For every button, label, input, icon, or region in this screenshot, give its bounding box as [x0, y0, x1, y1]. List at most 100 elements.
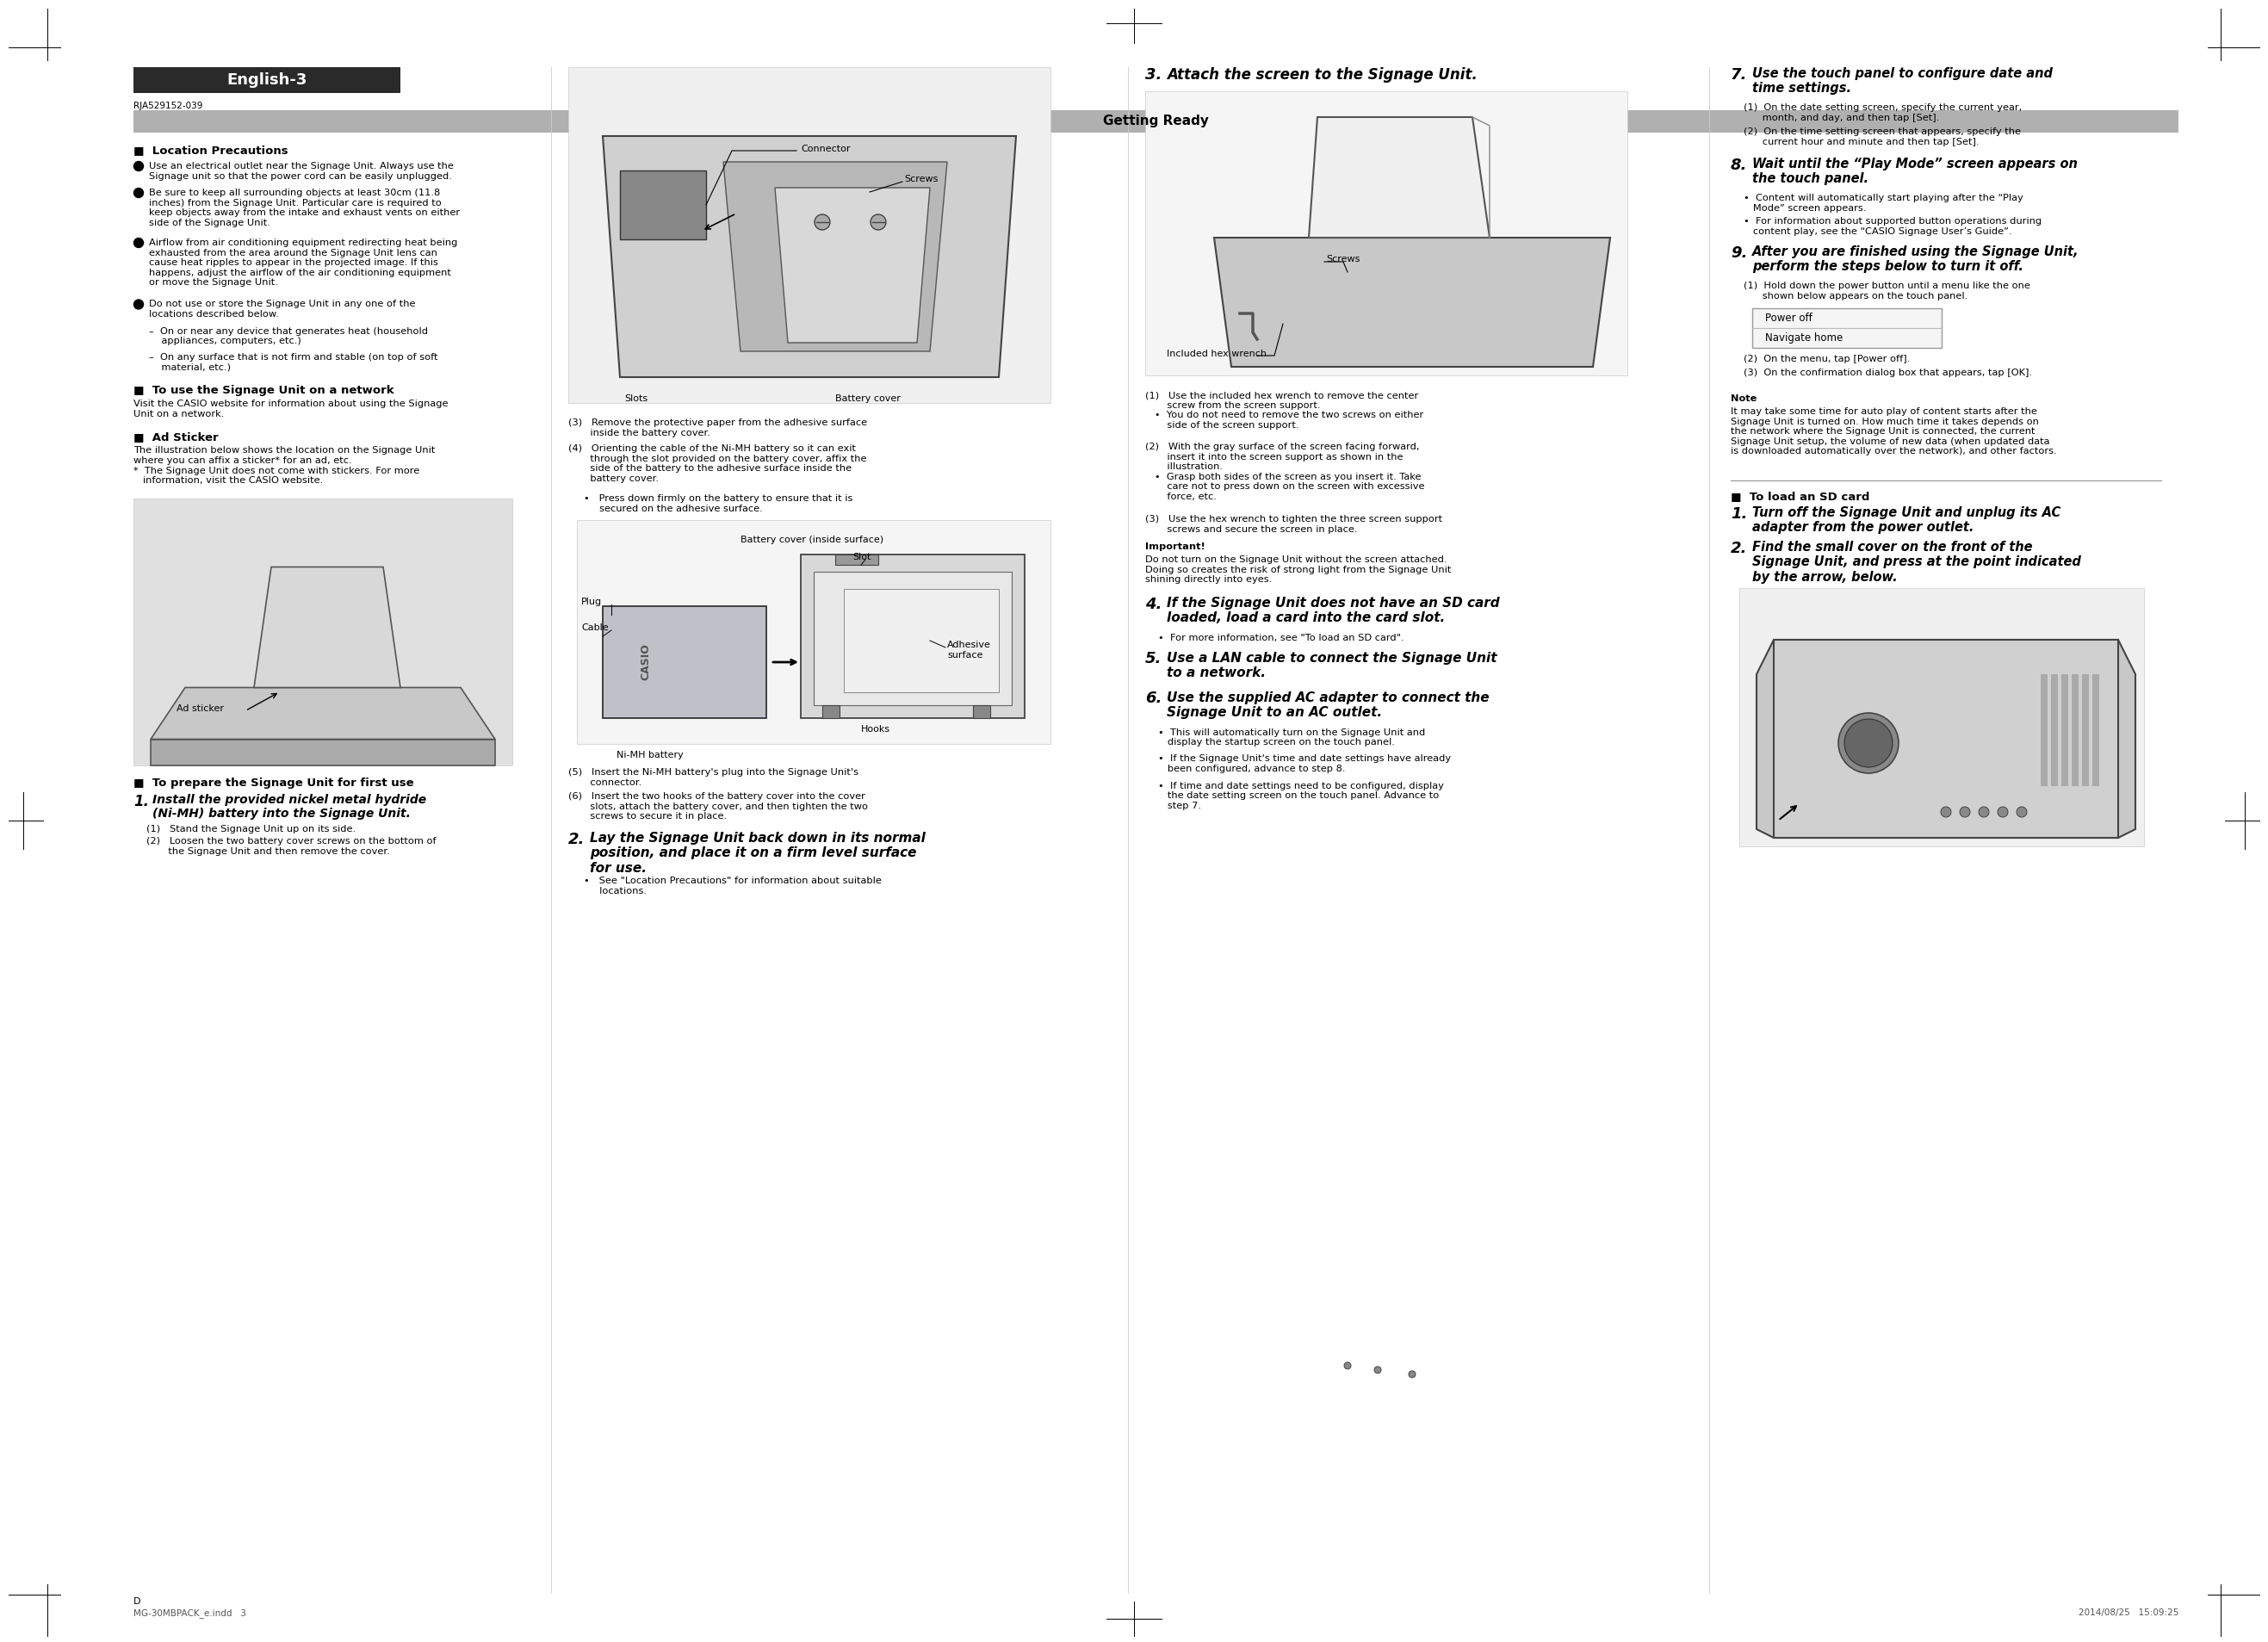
Text: Use a LAN cable to connect the Signage Unit
to a network.: Use a LAN cable to connect the Signage U…: [1166, 652, 1497, 680]
Bar: [835, 555, 878, 565]
Text: Screws: Screws: [905, 174, 939, 184]
Circle shape: [1844, 719, 1892, 767]
Text: (1)  Hold down the power button until a menu like the one
      shown below appe: (1) Hold down the power button until a m…: [1744, 281, 2030, 300]
Text: Battery cover (inside surface): Battery cover (inside surface): [739, 535, 885, 544]
Text: 7.: 7.: [1730, 67, 1746, 82]
Text: (1)   Use the included hex wrench to remove the center
       screw from the scr: (1) Use the included hex wrench to remov…: [1145, 391, 1424, 430]
Text: MG-30MBPACK_e.indd   3: MG-30MBPACK_e.indd 3: [134, 1609, 247, 1617]
Circle shape: [1839, 713, 1898, 773]
Text: ■  Ad Sticker: ■ Ad Sticker: [134, 432, 218, 443]
Polygon shape: [1213, 238, 1610, 366]
Text: (1)   Stand the Signage Unit up on its side.: (1) Stand the Signage Unit up on its sid…: [147, 824, 356, 832]
Text: 1.: 1.: [134, 793, 150, 810]
Circle shape: [871, 215, 887, 230]
Text: Ni-MH battery: Ni-MH battery: [617, 750, 683, 760]
Text: CASIO: CASIO: [640, 644, 651, 680]
Text: Find the small cover on the front of the
Signage Unit, and press at the point in: Find the small cover on the front of the…: [1753, 540, 2082, 583]
Circle shape: [1345, 1363, 1352, 1369]
Bar: [2071, 675, 2077, 787]
Text: •   Press down firmly on the battery to ensure that it is
     secured on the ad: • Press down firmly on the battery to en…: [583, 494, 853, 512]
Text: 2.: 2.: [1730, 540, 1746, 557]
Circle shape: [1374, 1366, 1381, 1373]
Text: ■  To prepare the Signage Unit for first use: ■ To prepare the Signage Unit for first …: [134, 778, 413, 790]
Text: If the Signage Unit does not have an SD card
loaded, load a card into the card s: If the Signage Unit does not have an SD …: [1166, 596, 1499, 624]
Text: Important!: Important!: [1145, 542, 1204, 552]
Text: Power off: Power off: [1765, 312, 1812, 323]
Bar: [2082, 675, 2089, 787]
Circle shape: [134, 189, 143, 197]
Text: Included hex wrench: Included hex wrench: [1166, 350, 1266, 358]
Circle shape: [1960, 806, 1971, 818]
Text: 4.: 4.: [1145, 596, 1161, 612]
Circle shape: [134, 238, 143, 248]
Text: Screws: Screws: [1327, 255, 1361, 263]
Circle shape: [134, 161, 143, 171]
Text: 1.: 1.: [1730, 506, 1746, 522]
Text: Cable: Cable: [581, 624, 608, 632]
Text: Note: Note: [1730, 394, 1758, 402]
Text: Plug: Plug: [581, 598, 601, 606]
Bar: [1145, 92, 1628, 376]
Text: Connector: Connector: [801, 144, 850, 153]
Polygon shape: [150, 739, 494, 765]
Bar: [973, 704, 991, 718]
Text: •  If the Signage Unit's time and date settings have already
   been configured,: • If the Signage Unit's time and date se…: [1159, 755, 1452, 773]
Text: 9.: 9.: [1730, 245, 1746, 261]
Text: Be sure to keep all surrounding objects at least 30cm (11.8
inches) from the Sig: Be sure to keep all surrounding objects …: [150, 189, 460, 227]
Text: (6)   Insert the two hooks of the battery cover into the cover
       slots, att: (6) Insert the two hooks of the battery …: [569, 791, 869, 821]
Text: Visit the CASIO website for information about using the Signage
Unit on a networ: Visit the CASIO website for information …: [134, 401, 449, 419]
Bar: [823, 704, 839, 718]
Text: 8.: 8.: [1730, 158, 1746, 172]
Polygon shape: [814, 571, 1012, 704]
Text: (3)   Remove the protective paper from the adhesive surface
       inside the ba: (3) Remove the protective paper from the…: [569, 419, 866, 437]
Text: Use an electrical outlet near the Signage Unit. Always use the
Signage unit so t: Use an electrical outlet near the Signag…: [150, 163, 454, 181]
Bar: [1774, 640, 2118, 837]
Polygon shape: [254, 566, 401, 688]
Text: (2)  On the time setting screen that appears, specify the
      current hour and: (2) On the time setting screen that appe…: [1744, 128, 2021, 146]
Polygon shape: [776, 187, 930, 343]
Text: Slots: Slots: [624, 394, 649, 402]
Text: 5.: 5.: [1145, 652, 1161, 667]
Circle shape: [1998, 806, 2007, 818]
Circle shape: [814, 215, 830, 230]
Text: 2014/08/25   15:09:25: 2014/08/25 15:09:25: [2077, 1609, 2180, 1617]
Polygon shape: [801, 555, 1025, 718]
Text: •  If time and date settings need to be configured, display
   the date setting : • If time and date settings need to be c…: [1159, 782, 1445, 810]
Text: Navigate home: Navigate home: [1765, 332, 1844, 343]
Text: •  For more information, see "To load an SD card".: • For more information, see "To load an …: [1159, 634, 1404, 642]
Text: Use the supplied AC adapter to connect the
Signage Unit to an AC outlet.: Use the supplied AC adapter to connect t…: [1166, 691, 1490, 719]
Polygon shape: [603, 606, 767, 718]
Text: Slot: Slot: [853, 553, 871, 562]
Text: Adhesive
surface: Adhesive surface: [948, 640, 991, 658]
Bar: [569, 67, 1050, 402]
Bar: [1740, 588, 2143, 846]
Text: (2)   Loosen the two battery cover screws on the bottom of
       the Signage Un: (2) Loosen the two battery cover screws …: [147, 837, 435, 855]
Text: ■  To load an SD card: ■ To load an SD card: [1730, 491, 1869, 502]
Text: Do not turn on the Signage Unit without the screen attached.
Doing so creates th: Do not turn on the Signage Unit without …: [1145, 555, 1452, 585]
Text: Ad sticker: Ad sticker: [177, 704, 225, 713]
Text: •   See "Location Precautions" for information about suitable
     locations.: • See "Location Precautions" for informa…: [583, 877, 882, 895]
Polygon shape: [603, 136, 1016, 378]
Text: Lay the Signage Unit back down in its normal
position, and place it on a firm le: Lay the Signage Unit back down in its no…: [590, 832, 925, 875]
Bar: [2062, 675, 2068, 787]
Text: (2)   With the gray surface of the screen facing forward,
       insert it into : (2) With the gray surface of the screen …: [1145, 443, 1424, 501]
Polygon shape: [723, 163, 948, 351]
Bar: [134, 110, 2180, 133]
Text: Do not use or store the Signage Unit in any one of the
locations described below: Do not use or store the Signage Unit in …: [150, 300, 415, 319]
Text: English-3: English-3: [227, 72, 306, 87]
Circle shape: [134, 299, 143, 309]
Polygon shape: [844, 589, 998, 693]
Text: Turn off the Signage Unit and unplug its AC
adapter from the power outlet.: Turn off the Signage Unit and unplug its…: [1753, 506, 2062, 534]
Bar: [619, 171, 705, 240]
Text: It may take some time for auto play of content starts after the
Signage Unit is : It may take some time for auto play of c…: [1730, 407, 2057, 456]
Text: Hooks: Hooks: [862, 726, 891, 734]
Text: –  On any surface that is not firm and stable (on top of soft
    material, etc.: – On any surface that is not firm and st…: [150, 353, 438, 371]
Bar: [134, 67, 401, 94]
Polygon shape: [1309, 117, 1490, 238]
Polygon shape: [1755, 640, 2136, 837]
Text: Airflow from air conditioning equipment redirecting heat being
exhausted from th: Airflow from air conditioning equipment …: [150, 238, 458, 287]
Bar: [2093, 675, 2100, 787]
Circle shape: [1941, 806, 1950, 818]
Text: (4)   Orienting the cable of the Ni-MH battery so it can exit
       through the: (4) Orienting the cable of the Ni-MH bat…: [569, 445, 866, 483]
Text: Install the provided nickel metal hydride
(Ni-MH) battery into the Signage Unit.: Install the provided nickel metal hydrid…: [152, 793, 426, 819]
